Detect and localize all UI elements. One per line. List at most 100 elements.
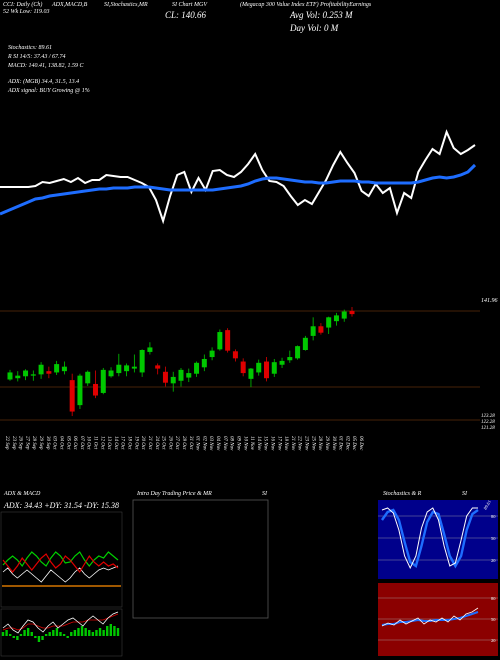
day-volume: Day Vol: 0 M xyxy=(290,23,339,33)
macd-histogram-bar xyxy=(109,624,113,636)
stoch-panel-title: Stochastics & R xyxy=(383,491,422,497)
candle-body xyxy=(116,364,122,374)
candle-body xyxy=(186,373,192,378)
macd-histogram-bar xyxy=(98,628,102,636)
date-label: 21 Oct xyxy=(147,436,152,450)
date-label: 07 Oct xyxy=(79,436,84,450)
macd-histogram-bar xyxy=(62,634,66,636)
macd-line xyxy=(2,611,119,634)
candle-body xyxy=(54,364,60,373)
date-label: 06 Dec xyxy=(358,436,363,451)
candle-body xyxy=(217,332,223,350)
candle-body xyxy=(85,371,91,384)
rsi-tick-label: 20 xyxy=(491,638,496,643)
date-label: 22 Nov xyxy=(297,436,302,451)
macd-histogram-bar xyxy=(70,632,73,636)
macd-histogram-bar xyxy=(106,626,109,636)
date-label: 18 Nov xyxy=(283,436,288,451)
date-label: 28 Nov xyxy=(317,436,322,451)
candle-body xyxy=(38,364,44,375)
moving-average-line xyxy=(0,163,477,216)
chart-type-label: CCI: Daily (Ch) xyxy=(3,2,43,8)
date-label: 27 Oct xyxy=(174,436,179,450)
date-label: 26 Sep xyxy=(18,436,23,450)
candle-body xyxy=(30,374,36,376)
candle-body xyxy=(209,350,215,358)
date-label: 08 Nov xyxy=(229,436,234,451)
candle-body xyxy=(15,375,21,379)
candle-body xyxy=(326,317,332,328)
macd-histogram-bar xyxy=(73,630,77,636)
plus-di-line xyxy=(2,551,119,568)
intraday-panel-si: SI xyxy=(262,491,267,497)
price-label-bottom-3: 121.28 xyxy=(481,426,495,431)
price-label-bottom-1: 123.28 xyxy=(481,414,495,419)
stoch-k-line xyxy=(381,507,478,570)
macd-histogram-bar xyxy=(30,632,33,636)
macd-histogram-bar xyxy=(26,628,30,636)
candle-body xyxy=(77,375,83,406)
date-label: 25 Oct xyxy=(161,436,166,450)
candle-body xyxy=(100,369,106,393)
candle-body xyxy=(287,357,293,361)
macd-histogram-bar xyxy=(84,628,87,636)
macd-histogram-bar xyxy=(80,626,84,636)
candle-body xyxy=(333,315,339,322)
candle-body xyxy=(93,383,98,396)
date-label: 18 Oct xyxy=(127,436,132,450)
date-label: 10 Nov xyxy=(242,436,247,451)
macd-histogram-bar xyxy=(66,636,69,638)
indicators-label: ADX,MACD,B xyxy=(52,2,88,8)
date-label: 15 Nov xyxy=(263,436,268,451)
candle-body xyxy=(139,350,145,373)
adx-signal-info: ADX signal: BUY Growing @ 1% xyxy=(8,88,90,94)
date-label: 27 Sep xyxy=(24,436,29,450)
date-label: 30 Sep xyxy=(45,436,50,450)
date-label: 29 Sep xyxy=(38,436,43,450)
candle-body xyxy=(232,351,238,359)
price-label-top: 141.96 xyxy=(481,298,498,304)
date-label: 05 Dec xyxy=(351,436,356,451)
date-label: 03 Nov xyxy=(208,436,213,451)
date-label: 25 Nov xyxy=(310,436,315,451)
intraday-panel-title: Intra Day Trading Price & MR xyxy=(137,491,212,497)
macd-histogram-bar xyxy=(34,636,37,638)
candle-body xyxy=(23,370,29,377)
macd-histogram-bar xyxy=(12,636,15,638)
date-label: 14 Nov xyxy=(256,436,261,451)
rsi-line xyxy=(381,607,479,627)
macd-histogram-bar xyxy=(48,632,51,636)
date-label: 26 Oct xyxy=(167,436,172,450)
candle-body xyxy=(279,360,285,365)
date-label: 19 Oct xyxy=(133,436,138,450)
adx-panel xyxy=(0,511,123,608)
adx-panel-title: ADX & MACD xyxy=(4,491,41,497)
macd-histogram-bar xyxy=(5,630,8,636)
adx-panel-values: ADX: 34.43 +DY: 31.54 -DY: 15.38 xyxy=(4,501,120,510)
macd-info: MACD: 140.41, 138.82, 1.59 C xyxy=(8,63,84,69)
stoch-panel-si: SI xyxy=(462,491,467,497)
date-label: 01 Nov xyxy=(195,436,200,451)
candle-body xyxy=(271,362,277,374)
candle-body xyxy=(178,369,184,381)
intraday-panel xyxy=(132,499,269,619)
candle-body xyxy=(194,362,200,374)
macd-histogram-bar xyxy=(52,630,55,636)
stoch-tick-label: 20 xyxy=(491,558,496,563)
candle-body xyxy=(46,371,52,374)
date-label: 30 Nov xyxy=(331,436,336,451)
date-label: 22 Sep xyxy=(4,436,9,450)
adx-line xyxy=(2,565,119,583)
candle-body xyxy=(295,346,301,359)
candle-body xyxy=(131,366,137,369)
week-low-label: 52 Wk Low: 119.03 xyxy=(3,9,50,15)
candle-body xyxy=(155,365,161,369)
stoch-tick-label: 80 xyxy=(491,514,496,519)
oscillator-line xyxy=(0,129,476,225)
macd-histogram-bar xyxy=(37,636,41,642)
macd-histogram-bar xyxy=(77,628,80,636)
candle-body xyxy=(7,372,13,380)
candle-body xyxy=(341,311,347,319)
candle-body xyxy=(69,380,75,412)
macd-histogram-bar xyxy=(102,630,105,636)
